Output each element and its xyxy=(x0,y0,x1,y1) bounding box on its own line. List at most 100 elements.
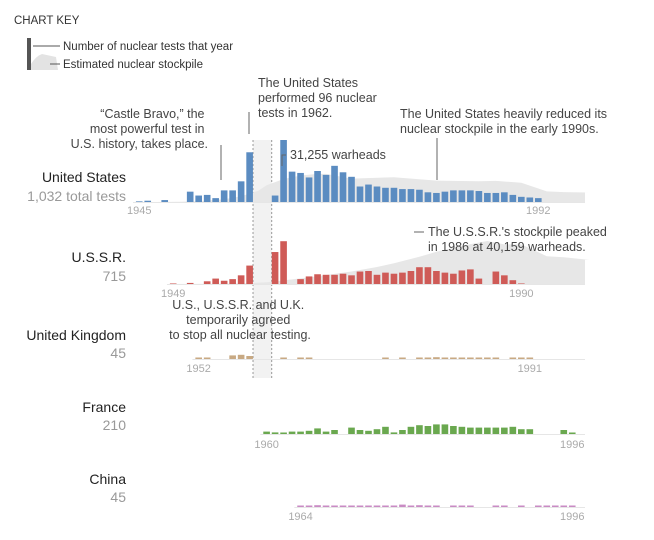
bar-france-1995 xyxy=(560,430,568,434)
country-name-us: United States xyxy=(42,169,126,185)
bar-france-1985 xyxy=(475,427,483,434)
bar-us-1954 xyxy=(212,198,219,203)
bar-ussr-1969 xyxy=(339,273,347,284)
bar-ussr-1966 xyxy=(314,274,321,284)
bar-us-1983 xyxy=(458,190,466,203)
bar-ussr-1965 xyxy=(305,276,313,284)
bar-us-1978 xyxy=(416,189,423,202)
bar-china-1974 xyxy=(382,505,389,507)
bar-ussr-1956 xyxy=(229,279,236,285)
bar-france-1983 xyxy=(458,426,466,434)
bar-uk-1953 xyxy=(203,357,211,359)
bar-ussr-1989 xyxy=(509,280,517,284)
bar-ussr-1980 xyxy=(433,271,440,284)
row-china: China 45 1964 1996 xyxy=(89,471,585,523)
bar-france-1988 xyxy=(501,427,508,434)
bar-us-1992 xyxy=(534,198,542,203)
bar-ussr-1984 xyxy=(467,269,474,285)
bar-us-1952 xyxy=(195,195,202,202)
bar-ussr-1954 xyxy=(212,278,219,284)
bar-france-1970 xyxy=(348,427,355,434)
bar-france-1980 xyxy=(433,424,440,434)
row-france: France 210 1960 1996 xyxy=(82,399,585,451)
total-tests-us: 1,032 total tests xyxy=(27,188,126,204)
total-tests-china: 45 xyxy=(110,489,126,505)
bar-china-1964 xyxy=(297,505,304,507)
bar-ussr-1957 xyxy=(237,275,245,284)
bar-china-1971 xyxy=(356,505,364,507)
annotation-moratorium: U.S., U.S.S.R. and U.K. temporarily agre… xyxy=(169,298,311,342)
bar-ussr-1988 xyxy=(501,275,508,284)
bar-france-1967 xyxy=(322,431,330,434)
bar-china-1970 xyxy=(348,505,355,507)
bar-ussr-1987 xyxy=(492,271,500,284)
bar-us-1945 xyxy=(135,201,143,202)
bar-china-1982 xyxy=(450,505,457,507)
annotation-us-reduced: The United States heavily reduced its nu… xyxy=(400,107,611,136)
row-ussr: U.S.S.R. 715 1949 1990 xyxy=(72,241,590,300)
bar-us-1967 xyxy=(322,174,330,203)
bar-france-1960 xyxy=(263,431,270,434)
bar-china-1984 xyxy=(467,505,474,507)
bar-china-1968 xyxy=(331,505,338,507)
bar-us-1985 xyxy=(475,191,483,202)
bar-ussr-1967 xyxy=(322,274,330,284)
bar-ussr-1974 xyxy=(382,272,389,285)
bar-france-1978 xyxy=(416,425,423,434)
bar-us-1991 xyxy=(526,197,534,202)
bar-us-1946 xyxy=(144,200,152,202)
bar-uk-1956 xyxy=(229,355,236,359)
total-tests-uk: 45 xyxy=(110,345,126,361)
bar-france-1987 xyxy=(492,427,500,434)
key-tests-label: Number of nuclear tests that year xyxy=(63,41,233,53)
bar-china-1993 xyxy=(543,505,551,507)
bar-us-1990 xyxy=(518,196,525,202)
bar-uk-1985 xyxy=(475,357,483,359)
bar-france-1986 xyxy=(484,427,491,434)
bar-us-1961 xyxy=(271,195,279,202)
bar-us-1986 xyxy=(484,192,491,202)
bar-china-1976 xyxy=(399,504,406,507)
bar-france-1963 xyxy=(288,431,296,434)
bar-france-1989 xyxy=(509,426,517,434)
bar-france-1990 xyxy=(518,429,525,434)
bar-us-1955 xyxy=(220,190,228,203)
bar-uk-1976 xyxy=(399,357,406,359)
bar-france-1991 xyxy=(526,429,534,434)
bar-uk-1989 xyxy=(509,357,517,359)
bar-france-1974 xyxy=(382,426,389,434)
bar-france-1982 xyxy=(450,426,457,434)
bar-ussr-1972 xyxy=(365,271,372,284)
end-year-us: 1992 xyxy=(526,205,550,217)
chart-key-title: CHART KEY xyxy=(14,15,80,27)
bar-us-1973 xyxy=(373,186,381,202)
chart-key: CHART KEY Number of nuclear tests that y… xyxy=(14,15,233,71)
bar-ussr-1976 xyxy=(399,272,406,285)
bar-us-1977 xyxy=(407,189,415,202)
bar-france-1972 xyxy=(365,430,372,434)
bar-ussr-1970 xyxy=(348,275,355,284)
end-year-uk: 1991 xyxy=(518,363,542,375)
bar-us-1957 xyxy=(237,181,245,202)
bar-france-1962 xyxy=(280,432,287,434)
bar-us-1965 xyxy=(305,177,313,202)
country-name-france: France xyxy=(82,399,126,415)
bar-france-1961 xyxy=(271,432,279,434)
bar-france-1964 xyxy=(297,431,304,434)
bar-us-1963 xyxy=(288,171,296,202)
bar-ussr-1953 xyxy=(203,281,211,284)
bar-us-1976 xyxy=(399,189,406,202)
bar-china-1992 xyxy=(534,505,542,507)
country-name-uk: United Kingdom xyxy=(26,327,126,343)
bar-us-1974 xyxy=(382,187,389,202)
bar-us-1988 xyxy=(501,192,508,202)
start-year-france: 1960 xyxy=(254,439,278,451)
bar-us-1972 xyxy=(365,184,372,202)
bar-uk-1982 xyxy=(450,357,457,359)
start-year-china: 1964 xyxy=(288,511,312,523)
bar-uk-1957 xyxy=(237,354,245,359)
start-year-ussr: 1949 xyxy=(161,288,185,300)
bar-china-1966 xyxy=(314,505,321,507)
country-name-ussr: U.S.S.R. xyxy=(72,249,126,265)
